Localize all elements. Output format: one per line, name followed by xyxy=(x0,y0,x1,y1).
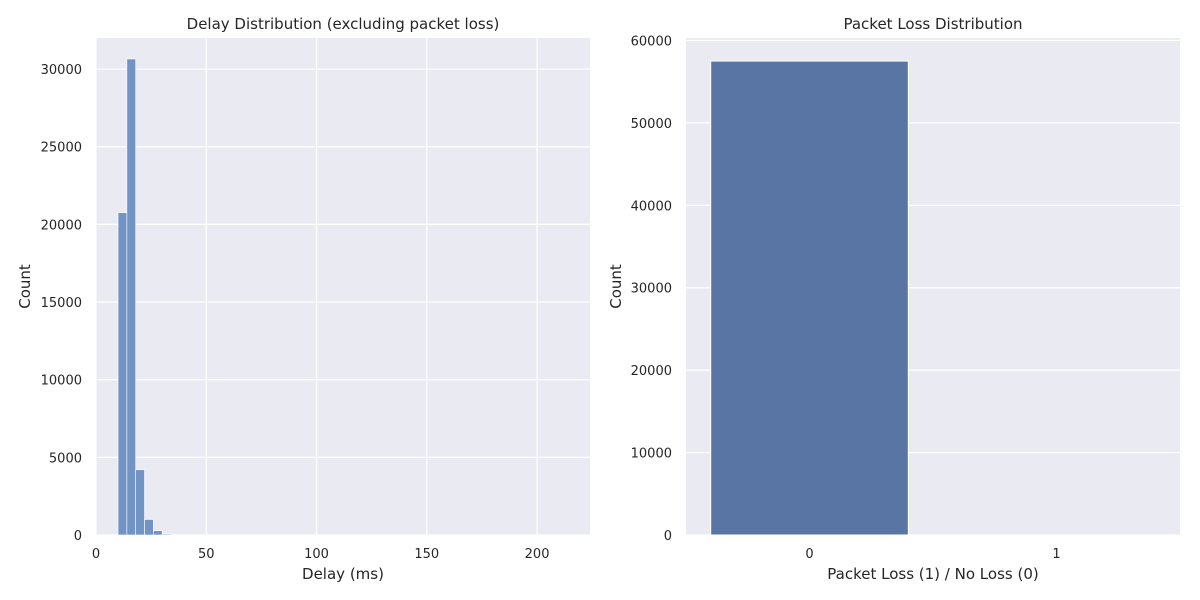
packet-loss-x-label: Packet Loss (1) / No Loss (0) xyxy=(827,565,1038,583)
delay-histogram-x-tick-label: 0 xyxy=(92,547,100,562)
delay-histogram-x-ticks: 0 50 100 150 200 xyxy=(92,547,550,562)
delay-histogram-y-label: Count xyxy=(16,264,34,309)
delay-histogram-x-label: Delay (ms) xyxy=(302,565,384,583)
delay-histogram-y-tick-label: 20000 xyxy=(41,218,82,233)
delay-histogram-x-tick-label: 200 xyxy=(525,547,550,562)
packet-loss-y-tick-label: 50000 xyxy=(631,117,672,132)
delay-histogram-y-tick-label: 30000 xyxy=(41,63,82,78)
delay-histogram-bar xyxy=(161,533,172,536)
delay-histogram-bars xyxy=(117,58,181,536)
packet-loss-x-tick-label: 0 xyxy=(805,547,813,562)
delay-histogram-bar xyxy=(144,519,154,536)
delay-histogram-y-ticks: 0 5000 10000 15000 20000 25000 30000 xyxy=(41,63,82,544)
packet-loss-x-tick-label: 1 xyxy=(1052,547,1060,562)
delay-histogram-grid xyxy=(95,38,590,536)
delay-histogram-y-tick-label: 0 xyxy=(74,529,82,544)
delay-histogram-y-tick-label: 15000 xyxy=(41,296,82,311)
delay-histogram-chart: 0 50 100 150 200 0 5000 10000 15000 20000 25000 30… xyxy=(16,15,590,583)
delay-histogram-bar xyxy=(153,530,163,536)
delay-histogram-bar xyxy=(117,212,128,536)
packet-loss-title: Packet Loss Distribution xyxy=(843,15,1022,33)
delay-histogram-x-tick-label: 150 xyxy=(414,547,439,562)
packet-loss-bars xyxy=(710,60,909,536)
packet-loss-y-tick-label: 20000 xyxy=(631,364,672,379)
packet-loss-y-label: Count xyxy=(607,264,625,309)
packet-loss-y-tick-label: 40000 xyxy=(631,199,672,214)
packet-loss-y-tick-label: 0 xyxy=(664,529,672,544)
delay-histogram-bar xyxy=(126,58,136,536)
packet-loss-y-ticks: 0 10000 20000 30000 40000 50000 60000 xyxy=(631,34,672,544)
delay-histogram-y-tick-label: 25000 xyxy=(41,141,82,156)
delay-histogram-x-tick-label: 100 xyxy=(304,547,329,562)
delay-histogram-plot-area xyxy=(96,38,590,535)
delay-histogram-x-tick-label: 50 xyxy=(198,547,215,562)
packet-loss-y-tick-label: 10000 xyxy=(631,447,672,462)
packet-loss-bar-0 xyxy=(710,60,909,536)
delay-histogram-title: Delay Distribution (excluding packet los… xyxy=(187,15,500,33)
delay-histogram-y-tick-label: 10000 xyxy=(41,374,82,389)
delay-histogram-y-tick-label: 5000 xyxy=(49,451,82,466)
packet-loss-y-tick-label: 60000 xyxy=(631,34,672,49)
delay-histogram-bar xyxy=(135,469,145,536)
packet-loss-y-tick-label: 30000 xyxy=(631,282,672,297)
